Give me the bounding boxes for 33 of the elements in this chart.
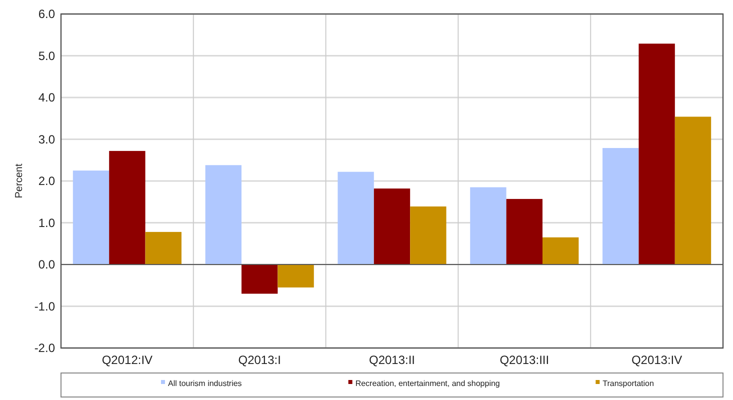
bar	[542, 237, 579, 264]
bar	[470, 187, 506, 264]
bar	[674, 116, 712, 264]
bar	[410, 206, 446, 264]
y-tick-label: 0.0	[38, 258, 56, 272]
bar	[145, 232, 182, 264]
y-tick-label: -2.0	[34, 341, 56, 356]
x-tick-label: Q2013:III	[500, 353, 550, 367]
x-tick-label: Q2012:IV	[102, 353, 153, 367]
bar	[278, 264, 314, 288]
y-tick-label: -1.0	[34, 299, 56, 314]
bar	[338, 172, 374, 264]
y-tick-label: 2.0	[38, 174, 56, 188]
x-tick-label: Q2013:I	[238, 353, 281, 367]
bar	[638, 44, 675, 264]
x-tick-label: Q2013:II	[368, 353, 416, 367]
legend-label: All tourism industries	[168, 378, 242, 388]
bar	[506, 198, 542, 264]
y-axis-title: Percent	[14, 164, 25, 198]
bar	[72, 170, 110, 264]
y-tick-label: 1.0	[38, 216, 56, 230]
y-tick-label: 5.0	[38, 48, 56, 63]
legend-label: Transportation	[602, 378, 654, 388]
x-tick-label: Q2013:IV	[631, 353, 682, 367]
y-tick-label: 4.0	[38, 90, 56, 105]
y-tick-label: 3.0	[38, 132, 56, 146]
bar	[242, 264, 278, 294]
bar	[602, 148, 639, 264]
bar	[109, 150, 146, 264]
bar	[374, 188, 410, 264]
legend-label: Recreation, entertainment, and shopping	[355, 378, 500, 388]
y-tick-label: 6.0	[38, 7, 56, 22]
bar	[205, 165, 242, 264]
